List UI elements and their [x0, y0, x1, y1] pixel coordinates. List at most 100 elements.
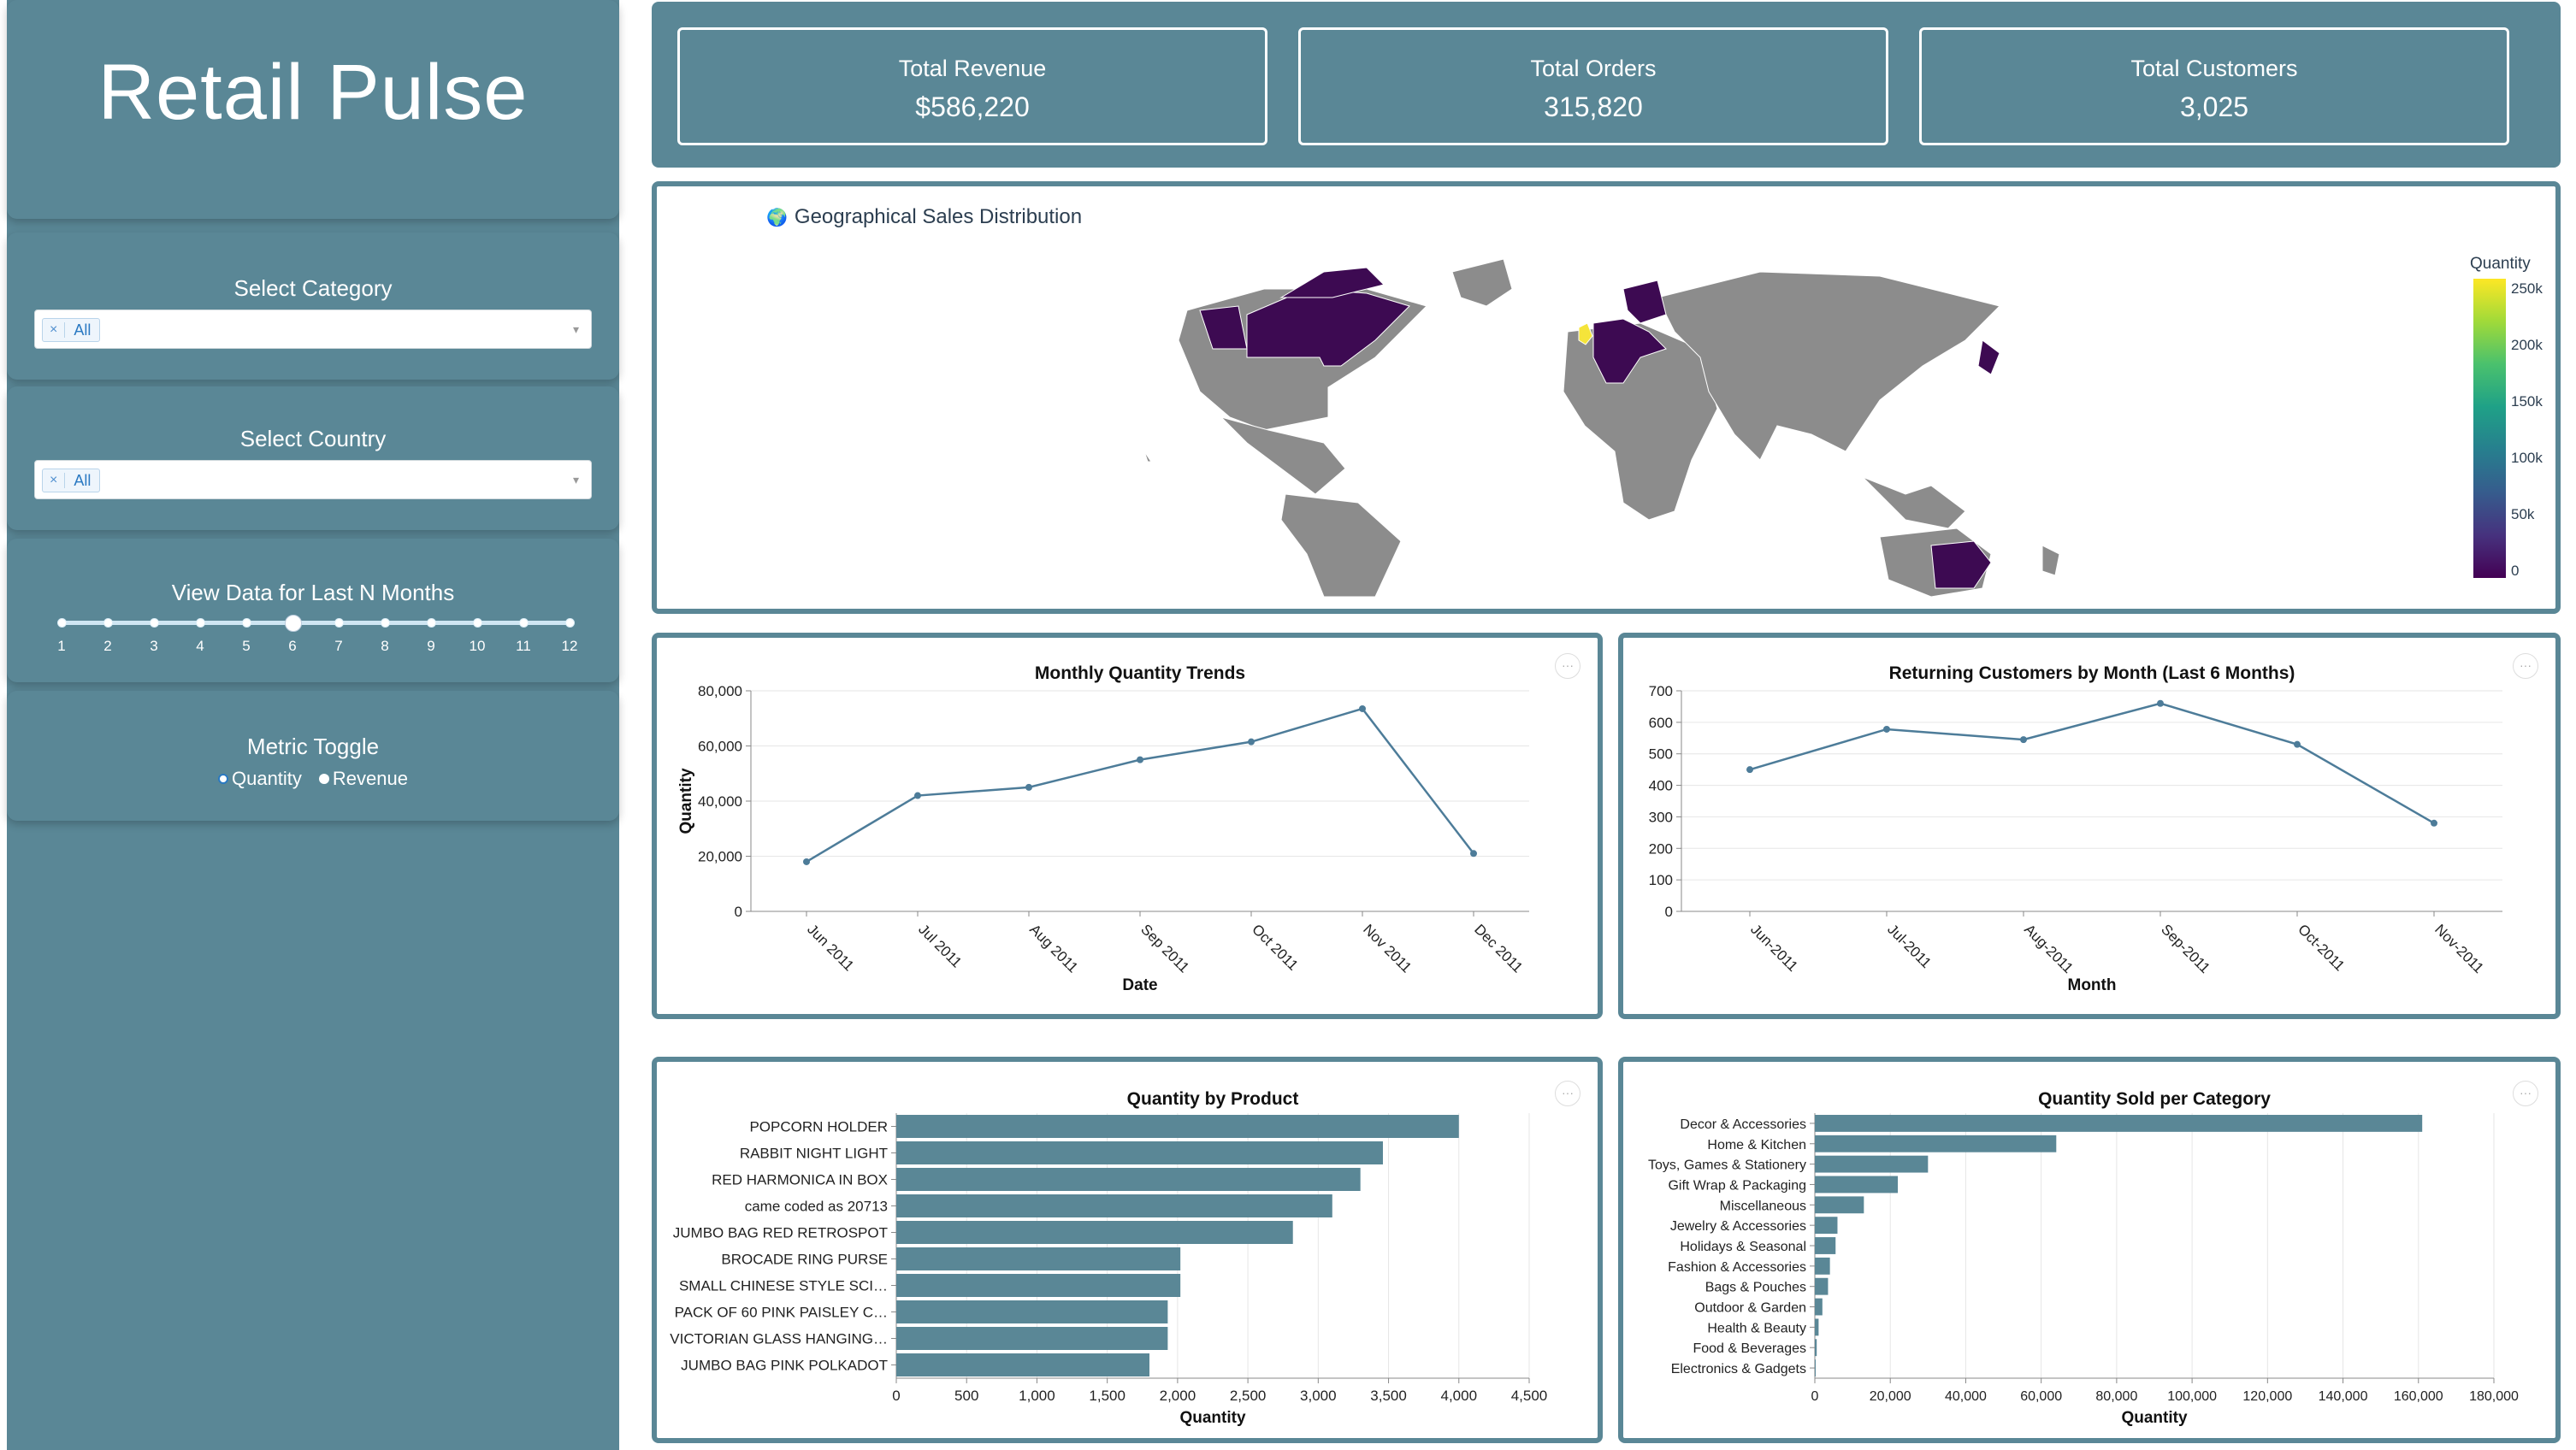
bar[interactable] — [896, 1221, 1293, 1244]
bar[interactable] — [1815, 1237, 1836, 1254]
category-label: PACK OF 60 PINK PAISLEY C… — [675, 1305, 888, 1321]
country-dropdown[interactable]: × All ▾ — [34, 460, 592, 499]
months-label: View Data for Last N Months — [171, 580, 455, 605]
legend-tick-label: 200k — [2511, 337, 2543, 353]
slider-step[interactable] — [473, 618, 482, 628]
y-tick-label: 20,000 — [698, 849, 742, 865]
data-point[interactable] — [2020, 736, 2027, 744]
category-label: JUMBO BAG PINK POLKADOT — [681, 1358, 888, 1374]
x-tick-label: Oct-2011 — [2295, 921, 2348, 974]
bar[interactable] — [1815, 1196, 1864, 1214]
category-label: Jewelry & Accessories — [1670, 1219, 1806, 1234]
chart-menu-button[interactable]: ··· — [1555, 653, 1580, 679]
bar[interactable] — [896, 1274, 1181, 1297]
months-card: View Data for Last N Months 1 2 3 4 5 6 7 8 9 10 1… — [7, 539, 619, 682]
y-tick-label: 600 — [1649, 715, 1673, 731]
chevron-down-icon[interactable]: ▾ — [572, 473, 579, 486]
bar[interactable] — [896, 1300, 1168, 1323]
slider-step[interactable] — [103, 618, 113, 628]
country-tag: × All — [42, 469, 101, 492]
y-tick-label: 200 — [1649, 840, 1673, 857]
app-title: Retail Pulse — [97, 49, 529, 136]
map-legend-title: Quantity — [2470, 255, 2531, 273]
bar[interactable] — [1815, 1115, 2423, 1132]
slider-tick-label: 9 — [427, 638, 435, 654]
world-map[interactable] — [1110, 238, 2136, 597]
bar[interactable] — [1815, 1155, 1929, 1173]
data-point[interactable] — [1883, 725, 1890, 733]
bar[interactable] — [1815, 1135, 2057, 1152]
bar[interactable] — [1815, 1318, 1819, 1336]
legend-tick-label: 100k — [2511, 450, 2543, 466]
bar[interactable] — [896, 1115, 1459, 1138]
data-point[interactable] — [1137, 756, 1143, 763]
category-tag-value: All — [74, 321, 92, 339]
bar[interactable] — [1815, 1217, 1838, 1235]
chart-menu-button[interactable]: ··· — [1555, 1081, 1580, 1106]
bar[interactable] — [1815, 1176, 1899, 1194]
y-tick-label: 100 — [1649, 872, 1673, 888]
bar[interactable] — [1815, 1359, 1816, 1376]
x-tick-label: 2,000 — [1160, 1388, 1196, 1404]
category-label: BROCADE RING PURSE — [721, 1252, 888, 1268]
x-tick-label: 3,500 — [1370, 1388, 1407, 1404]
category-dropdown[interactable]: × All ▾ — [34, 309, 592, 349]
chart-menu-button[interactable]: ··· — [2513, 653, 2538, 679]
bar[interactable] — [896, 1353, 1149, 1376]
bar[interactable] — [896, 1168, 1361, 1191]
slider-step[interactable] — [196, 618, 205, 628]
remove-tag-icon[interactable]: × — [43, 322, 66, 338]
data-point[interactable] — [1470, 850, 1477, 858]
bar[interactable] — [1815, 1257, 1830, 1275]
radio-quantity[interactable]: Quantity — [217, 768, 302, 790]
highlighted-countries — [1199, 267, 2000, 589]
metric-card — [7, 691, 619, 821]
chart-menu-button[interactable]: ··· — [2513, 1081, 2538, 1106]
x-tick-label: 180,000 — [2469, 1389, 2519, 1404]
title-card: Retail Pulse — [7, 0, 619, 219]
slider-tick-label: 7 — [334, 638, 343, 654]
slider-step[interactable] — [334, 618, 344, 628]
x-tick-label: Nov-2011 — [2431, 921, 2487, 976]
bar[interactable] — [1815, 1339, 1817, 1357]
bar[interactable] — [896, 1327, 1168, 1350]
data-point[interactable] — [2431, 819, 2437, 827]
slider-step[interactable] — [242, 618, 251, 628]
data-point[interactable] — [1248, 738, 1255, 746]
slider-step[interactable] — [57, 618, 67, 628]
legend-tick-label: 50k — [2511, 506, 2535, 522]
y-tick-label: 400 — [1649, 778, 1673, 794]
bar[interactable] — [896, 1141, 1383, 1164]
data-point[interactable] — [2157, 699, 2164, 707]
chevron-down-icon[interactable]: ▾ — [572, 322, 579, 336]
slider-step[interactable] — [381, 618, 390, 628]
slider-tick-label: 11 — [516, 638, 531, 654]
x-axis-label: Quantity — [1179, 1409, 1245, 1427]
slider-step[interactable] — [427, 618, 436, 628]
slider-track[interactable] — [62, 621, 570, 625]
data-point[interactable] — [1746, 766, 1753, 774]
data-point[interactable] — [1025, 783, 1032, 791]
series-line — [1749, 702, 2435, 824]
bar[interactable] — [896, 1247, 1181, 1270]
remove-tag-icon[interactable]: × — [43, 473, 66, 488]
y-tick-label: 0 — [735, 904, 742, 920]
data-point[interactable] — [914, 792, 921, 799]
slider-handle[interactable] — [285, 615, 302, 632]
slider-step[interactable] — [519, 618, 529, 628]
y-tick-label: 0 — [1665, 904, 1673, 920]
data-point[interactable] — [2294, 740, 2301, 748]
kpi-label: Total Orders — [1530, 56, 1657, 81]
category-label: RED HARMONICA IN BOX — [712, 1172, 888, 1188]
radio-revenue[interactable]: Revenue — [318, 768, 408, 790]
bar[interactable] — [1815, 1277, 1829, 1295]
kpi-total-revenue: Total Revenue $586,220 — [677, 27, 1267, 145]
slider-step[interactable] — [565, 618, 575, 628]
data-point[interactable] — [803, 858, 810, 865]
category-label: Home & Kitchen — [1707, 1138, 1806, 1152]
bar[interactable] — [896, 1194, 1332, 1217]
data-point[interactable] — [1359, 704, 1366, 712]
bar[interactable] — [1815, 1298, 1823, 1316]
x-tick-label: 140,000 — [2319, 1389, 2368, 1404]
slider-step[interactable] — [150, 618, 159, 628]
